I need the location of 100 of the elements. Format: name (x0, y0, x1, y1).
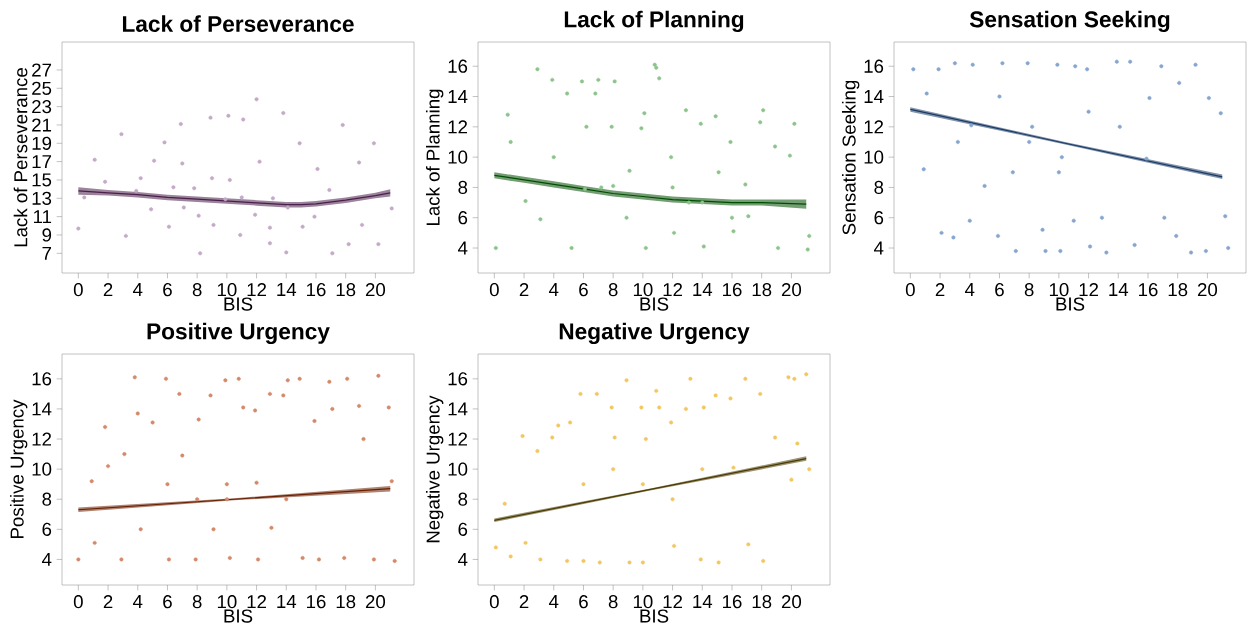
x-tick-label: 18 (1168, 283, 1188, 297)
point (178, 122, 183, 127)
y-axis-title: Negative Urgency (425, 395, 444, 543)
point (241, 117, 246, 122)
point (520, 434, 525, 439)
point (657, 76, 662, 81)
point (165, 482, 170, 487)
point (652, 62, 657, 67)
point (596, 77, 601, 82)
point (593, 91, 598, 96)
x-tick-label: 6 (579, 595, 588, 609)
point (152, 158, 157, 163)
point (804, 372, 809, 377)
x-tick-label: 10 (633, 595, 653, 609)
point (698, 121, 703, 126)
point (267, 225, 272, 230)
y-tick-label: 21 (32, 118, 52, 132)
point (1040, 227, 1045, 232)
point (196, 417, 201, 422)
point (807, 233, 812, 238)
point (565, 91, 570, 96)
y-tick-label: 15 (32, 173, 52, 187)
point (683, 406, 688, 411)
point (103, 424, 108, 429)
point (579, 79, 584, 84)
point (1030, 124, 1035, 129)
y-tick-label: 12 (448, 432, 468, 446)
point (672, 543, 677, 548)
y-tick-label: 12 (32, 432, 52, 446)
point (150, 420, 155, 425)
point (698, 557, 703, 562)
x-tick-label: 8 (192, 283, 202, 297)
point (1144, 156, 1149, 161)
point (1159, 64, 1164, 69)
point (241, 405, 246, 410)
point (300, 555, 305, 560)
y-tick-label: 10 (32, 462, 52, 476)
x-tick-label: 20 (365, 595, 386, 609)
y-tick-label: 17 (32, 155, 52, 169)
point (1099, 215, 1104, 220)
point (135, 411, 140, 416)
point (508, 554, 513, 559)
point (502, 501, 507, 506)
point (743, 376, 748, 381)
point (223, 378, 228, 383)
y-tick-label: 10 (448, 150, 468, 164)
y-tick-label: 6 (458, 211, 468, 225)
point (119, 132, 124, 137)
point (967, 218, 972, 223)
point (238, 232, 243, 237)
x-tick-label: 16 (307, 283, 326, 297)
x-tick-label: 6 (995, 283, 1004, 297)
x-tick-label: 6 (163, 595, 172, 609)
point (569, 246, 574, 251)
y-tick-label: 16 (864, 59, 884, 73)
x-tick-label: 4 (548, 595, 559, 608)
x-tick-label: 16 (723, 595, 742, 609)
point (523, 540, 528, 545)
point (357, 403, 362, 408)
point (568, 420, 573, 425)
point (1088, 244, 1093, 249)
point (192, 186, 197, 191)
point (1128, 59, 1133, 64)
point (193, 557, 198, 562)
x-tick-label: 14 (693, 283, 713, 296)
point (584, 124, 589, 129)
y-axis-title: Sensation Seeking (841, 80, 860, 235)
x-tick-label: 8 (1024, 283, 1034, 297)
x-tick-label: 6 (579, 283, 588, 297)
point (776, 246, 781, 251)
x-tick-label: 18 (336, 283, 356, 297)
x-tick-label: 8 (192, 595, 202, 609)
x-tick-label: 2 (103, 283, 113, 297)
point (523, 199, 528, 204)
y-tick-label: 14 (864, 90, 884, 103)
x-tick-label: 12 (663, 595, 683, 609)
point (672, 230, 677, 235)
point (163, 376, 168, 381)
point (728, 396, 733, 401)
point (1132, 242, 1137, 247)
point (599, 185, 604, 190)
point (1206, 96, 1211, 101)
x-tick-label: 2 (519, 595, 529, 609)
point (951, 235, 956, 240)
point (669, 420, 674, 425)
x-tick-label: 12 (663, 283, 683, 297)
point (281, 393, 286, 398)
point (581, 558, 586, 563)
point (330, 251, 335, 256)
point (700, 200, 705, 205)
point (196, 213, 201, 218)
point (773, 435, 778, 440)
point (538, 217, 543, 222)
point (1104, 250, 1109, 255)
point (1058, 249, 1063, 254)
y-tick-label: 23 (32, 100, 52, 114)
point (624, 215, 629, 220)
point (743, 182, 748, 187)
x-tick-label: 4 (548, 283, 559, 296)
point (1174, 233, 1179, 238)
